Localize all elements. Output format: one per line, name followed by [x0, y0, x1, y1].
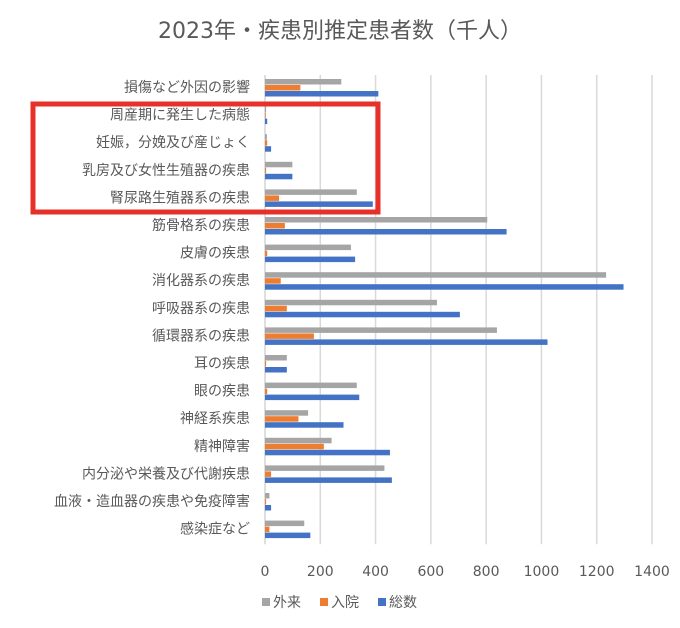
bar-入院	[265, 223, 285, 229]
legend-swatch	[378, 598, 386, 606]
bar-総数	[265, 477, 392, 483]
bar-入院	[265, 305, 287, 312]
bar-外来	[265, 355, 287, 361]
bar-総数	[265, 422, 344, 428]
category-label: 精神障害	[194, 439, 250, 455]
legend-swatch	[262, 598, 270, 606]
chart-title: 2023年・疾患別推定患者数（千人）	[158, 19, 522, 44]
bar-入院	[265, 278, 281, 284]
x-tick-label: 1200	[579, 564, 615, 580]
bar-外来	[265, 493, 270, 499]
bar-外来	[265, 106, 267, 113]
x-tick-label: 800	[473, 564, 500, 580]
category-label: 感染症など	[180, 521, 250, 538]
bar-入院	[265, 85, 301, 91]
bar-入院	[265, 140, 268, 146]
bar-外来	[265, 217, 488, 223]
bar-入院	[265, 195, 280, 201]
bar-総数	[265, 532, 311, 539]
category-label: 損傷など外因の影響	[124, 79, 250, 96]
category-label: 消化器系の疾患	[152, 273, 250, 289]
legend-label: 外来	[273, 595, 301, 611]
bar-総数	[265, 118, 268, 125]
bar-外来	[265, 327, 497, 333]
x-tick-label: 0	[261, 564, 270, 580]
bar-外来	[265, 520, 305, 527]
bar-外来	[265, 382, 357, 389]
bar-外来	[265, 134, 267, 140]
x-tick-label: 400	[362, 564, 389, 580]
category-label: 妊娠，分娩及び産じょく	[96, 135, 250, 151]
bar-入院	[265, 443, 324, 450]
x-tick-label: 1000	[524, 564, 560, 580]
bar-外来	[265, 272, 607, 278]
category-label: 呼吸器系の疾患	[152, 301, 250, 317]
bar-総数	[265, 449, 390, 456]
bar-外来	[265, 465, 385, 471]
bar-総数	[265, 146, 272, 152]
bar-入院	[265, 526, 270, 533]
bar-入院	[265, 361, 267, 367]
category-label: 眼の疾患	[194, 384, 250, 400]
bar-総数	[265, 339, 548, 345]
bar-外来	[265, 189, 357, 195]
legend-label: 総数	[389, 595, 417, 611]
bar-入院	[265, 112, 266, 119]
bar-入院	[265, 250, 268, 257]
x-tick-label: 200	[307, 564, 334, 580]
bar-入院	[265, 167, 267, 174]
bar-入院	[265, 333, 314, 339]
bar-総数	[265, 173, 293, 180]
bar-総数	[265, 505, 272, 511]
bar-総数	[265, 229, 507, 235]
category-label: 乳房及び女性生殖器の疾患	[82, 162, 250, 179]
bar-総数	[265, 367, 287, 373]
legend-label: 入院	[331, 595, 359, 611]
bar-総数	[265, 284, 624, 290]
bar-総数	[265, 201, 373, 207]
category-label: 皮膚の疾患	[180, 246, 250, 262]
x-tick-label: 1400	[634, 564, 670, 580]
highlight-box	[30, 101, 381, 215]
bar-入院	[265, 471, 272, 477]
bar-外来	[265, 410, 309, 416]
bar-外来	[265, 79, 342, 85]
bar-総数	[265, 394, 360, 401]
category-label: 神経系疾患	[180, 411, 250, 427]
legend-swatch	[320, 598, 328, 606]
bar-入院	[265, 416, 299, 422]
category-label: 血液・造血器の疾患や免疫障害	[54, 494, 250, 510]
x-tick-label: 600	[417, 564, 444, 580]
category-label: 腎尿路生殖器系の疾患	[110, 189, 250, 206]
category-label: 内分泌や栄養及び代謝疾患	[82, 465, 250, 482]
bar-外来	[265, 437, 332, 444]
bar-総数	[265, 91, 379, 97]
bar-外来	[265, 161, 293, 168]
category-label: 周産期に発生した病態	[110, 108, 250, 124]
category-label: 筋骨格系の疾患	[152, 217, 250, 234]
bar-入院	[265, 499, 267, 505]
bar-総数	[265, 256, 356, 263]
bar-総数	[265, 311, 460, 318]
bar-外来	[265, 299, 437, 306]
category-label: 循環器系の疾患	[152, 328, 250, 344]
bar-外来	[265, 244, 351, 251]
bar-入院	[265, 388, 268, 395]
category-label: 耳の疾患	[194, 356, 250, 372]
